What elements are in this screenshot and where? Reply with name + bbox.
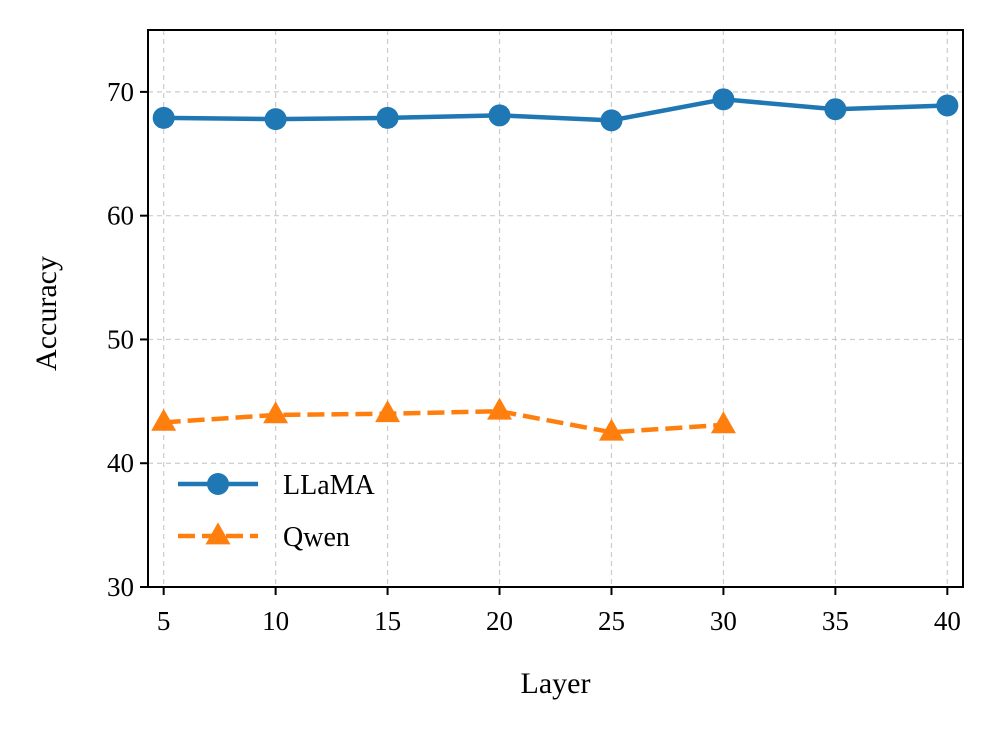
y-tick-label: 60 (107, 201, 134, 231)
data-point-qwen (598, 418, 624, 441)
x-tick-label: 10 (262, 606, 289, 636)
x-tick-label: 30 (710, 606, 737, 636)
data-point-llama (376, 106, 399, 129)
series-line-llama (163, 97, 948, 123)
series-llama (152, 88, 959, 132)
y-axis-label: Accuracy (30, 256, 63, 371)
data-point-qwen (375, 400, 401, 423)
x-tick-label: 20 (486, 606, 513, 636)
data-point-llama (600, 109, 623, 132)
x-tick-label: 5 (157, 606, 171, 636)
series-layer (151, 88, 959, 441)
data-point-llama (264, 108, 287, 131)
data-point-llama (824, 98, 847, 121)
x-tick-label: 40 (934, 606, 961, 636)
legend-marker-llama (207, 473, 229, 495)
data-point-llama (152, 106, 175, 129)
data-point-llama (712, 88, 735, 111)
data-point-qwen (487, 397, 513, 420)
legend-marker-qwen (205, 522, 231, 545)
data-point-llama (936, 94, 959, 117)
series-line-qwen (163, 408, 724, 435)
y-tick-label: 30 (107, 572, 134, 602)
plot-frame (147, 29, 964, 588)
series-qwen (151, 397, 736, 441)
x-axis-label: Layer (521, 667, 591, 700)
legend: LLaMA Qwen (178, 470, 376, 553)
x-tick-label: 25 (598, 606, 625, 636)
legend-item-llama: LLaMA (178, 470, 376, 501)
legend-label-qwen: Qwen (283, 522, 350, 553)
x-tick-label: 35 (822, 606, 849, 636)
y-tick-label: 40 (107, 448, 134, 478)
data-point-llama (488, 104, 511, 127)
legend-label-llama: LLaMA (283, 470, 376, 501)
y-tick-label: 70 (107, 77, 134, 107)
y-tick-label: 50 (107, 324, 134, 354)
x-tick-label: 15 (374, 606, 401, 636)
data-point-qwen (710, 411, 736, 434)
ticks: 5 10 15 20 25 30 35 40 30 40 50 60 70 (107, 77, 961, 636)
data-point-qwen (151, 408, 177, 431)
legend-item-qwen: Qwen (178, 522, 350, 553)
data-point-qwen (263, 401, 289, 424)
